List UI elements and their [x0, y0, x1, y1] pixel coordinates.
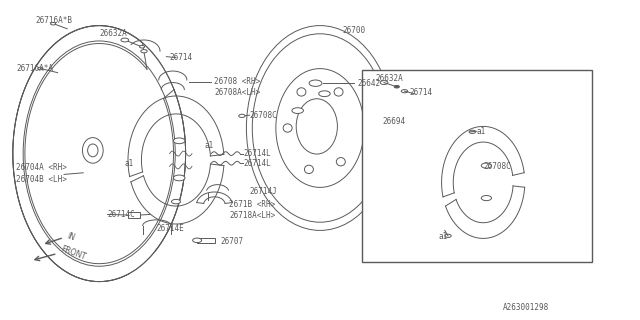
Text: a1: a1	[125, 159, 134, 168]
Text: 26632A: 26632A	[375, 74, 403, 83]
Text: 26708C: 26708C	[483, 162, 511, 171]
Circle shape	[319, 91, 330, 97]
Circle shape	[401, 90, 408, 93]
Text: 26642: 26642	[357, 79, 380, 88]
Text: a1: a1	[438, 232, 447, 241]
Circle shape	[239, 114, 245, 117]
Circle shape	[141, 50, 147, 53]
Circle shape	[380, 81, 388, 84]
Circle shape	[173, 175, 185, 181]
Bar	[128, 212, 140, 218]
Text: 2671B <RH>: 2671B <RH>	[229, 200, 275, 209]
Circle shape	[469, 130, 476, 133]
Text: 26714: 26714	[410, 88, 433, 97]
Circle shape	[140, 45, 145, 48]
Text: a1: a1	[477, 127, 486, 136]
Text: 26714E: 26714E	[157, 224, 184, 233]
Text: 26714: 26714	[170, 53, 193, 62]
Bar	[197, 238, 215, 243]
Circle shape	[172, 199, 180, 204]
Text: a1: a1	[205, 141, 214, 150]
Circle shape	[394, 85, 399, 88]
Text: 26708C: 26708C	[250, 111, 277, 120]
Text: 26714L: 26714L	[243, 159, 271, 168]
Text: 26707: 26707	[221, 237, 244, 246]
Circle shape	[445, 234, 451, 237]
Text: 26716A*A: 26716A*A	[16, 64, 53, 73]
Text: 26704B <LH>: 26704B <LH>	[16, 175, 67, 184]
Bar	[362, 70, 592, 262]
Text: 26714L: 26714L	[243, 149, 271, 158]
Text: 26714J: 26714J	[250, 188, 277, 196]
Text: 26694: 26694	[383, 117, 406, 126]
Circle shape	[309, 80, 322, 86]
Text: 26632A: 26632A	[99, 29, 127, 38]
Text: 26716A*B: 26716A*B	[35, 16, 72, 25]
Text: FRONT: FRONT	[60, 245, 87, 262]
Text: A263001298: A263001298	[502, 303, 548, 312]
Circle shape	[173, 138, 185, 144]
Text: IN: IN	[66, 232, 77, 243]
Circle shape	[121, 38, 129, 42]
Circle shape	[38, 67, 43, 70]
Circle shape	[292, 108, 303, 114]
Text: 26704A <RH>: 26704A <RH>	[16, 164, 67, 172]
Circle shape	[481, 196, 492, 201]
Circle shape	[51, 22, 56, 25]
Circle shape	[481, 163, 492, 168]
Circle shape	[193, 238, 202, 243]
Text: 26700: 26700	[342, 26, 365, 35]
Text: 26718A<LH>: 26718A<LH>	[229, 212, 275, 220]
Text: 26708 <RH>: 26708 <RH>	[214, 77, 260, 86]
Text: 26708A<LH>: 26708A<LH>	[214, 88, 260, 97]
Text: 26714C: 26714C	[108, 210, 135, 219]
